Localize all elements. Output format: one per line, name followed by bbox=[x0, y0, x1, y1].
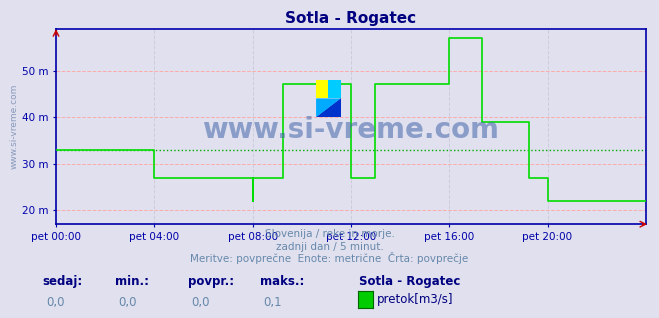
Text: 0,0: 0,0 bbox=[119, 296, 137, 309]
Text: Sotla - Rogatec: Sotla - Rogatec bbox=[359, 275, 461, 287]
Polygon shape bbox=[316, 99, 341, 117]
Text: min.:: min.: bbox=[115, 275, 150, 287]
Bar bbox=[316, 80, 328, 99]
Title: Sotla - Rogatec: Sotla - Rogatec bbox=[285, 11, 416, 26]
Text: povpr.:: povpr.: bbox=[188, 275, 234, 287]
Text: zadnji dan / 5 minut.: zadnji dan / 5 minut. bbox=[275, 242, 384, 252]
Y-axis label: www.si-vreme.com: www.si-vreme.com bbox=[10, 84, 19, 169]
Text: 0,1: 0,1 bbox=[264, 296, 282, 309]
Text: maks.:: maks.: bbox=[260, 275, 304, 287]
Text: Meritve: povprečne  Enote: metrične  Črta: povprečje: Meritve: povprečne Enote: metrične Črta:… bbox=[190, 252, 469, 264]
Text: pretok[m3/s]: pretok[m3/s] bbox=[377, 293, 453, 306]
Text: 0,0: 0,0 bbox=[46, 296, 65, 309]
Text: Slovenija / reke in morje.: Slovenija / reke in morje. bbox=[264, 229, 395, 239]
Bar bbox=[328, 80, 341, 99]
Text: 0,0: 0,0 bbox=[191, 296, 210, 309]
Text: www.si-vreme.com: www.si-vreme.com bbox=[202, 116, 500, 144]
Text: sedaj:: sedaj: bbox=[43, 275, 83, 287]
Polygon shape bbox=[316, 99, 341, 117]
